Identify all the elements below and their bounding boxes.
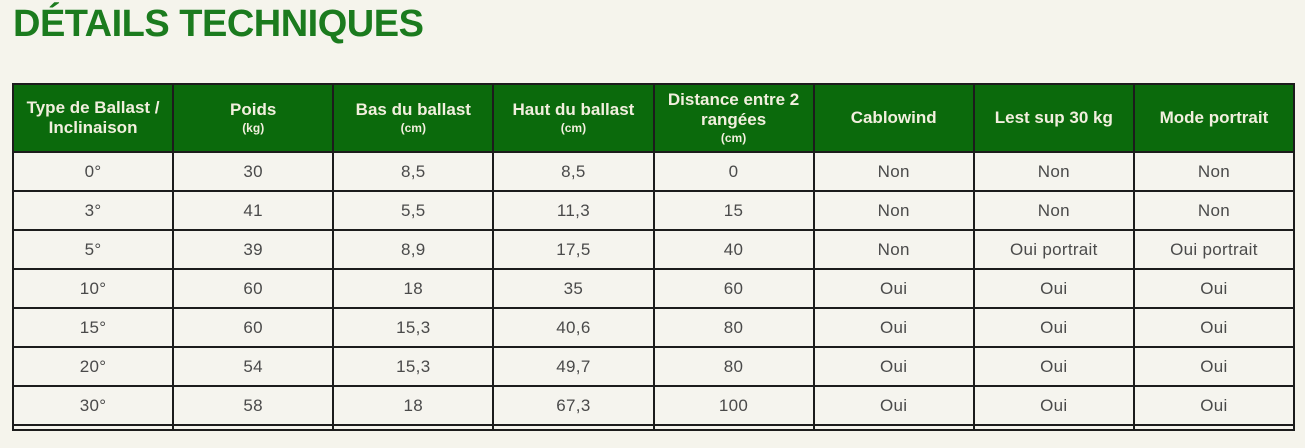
table-cell <box>972 424 1135 431</box>
table-cell: 30° <box>11 385 175 426</box>
column-header-4: Haut du ballast (cm) <box>492 83 655 153</box>
table-cell: 49,7 <box>492 346 655 387</box>
table-body: 0° 30 8,5 8,5 0 Non Non Non 3° 41 5,5 11,3 15 Non Non N… <box>11 151 1296 431</box>
table-row: 20° 54 15,3 49,7 80 Oui Oui Oui <box>11 346 1296 387</box>
column-header-label: Cablowind <box>850 107 937 127</box>
table-cell <box>812 424 975 431</box>
table-cell: Non <box>812 151 975 192</box>
column-header-label: Inclinaison <box>48 118 138 137</box>
table-cell: 60 <box>172 268 335 309</box>
column-header-label: Poids <box>230 100 277 120</box>
table-cell: Oui <box>1132 346 1296 387</box>
column-header-unit: (cm) <box>720 131 747 146</box>
table-cell <box>172 424 335 431</box>
table-cell: 100 <box>652 385 815 426</box>
column-header-label: rangées <box>700 110 767 130</box>
table-row: 30° 58 18 67,3 100 Oui Oui Oui <box>11 385 1296 426</box>
table-cell: 80 <box>652 307 815 348</box>
table-cell: Oui <box>972 385 1135 426</box>
table-cell: 40,6 <box>492 307 655 348</box>
table-row: 5° 39 8,9 17,5 40 Non Oui portrait Oui portrait <box>11 229 1296 270</box>
table-cell: Non <box>972 190 1135 231</box>
column-header-5: Distance entre 2 rangées (cm) <box>652 83 815 153</box>
table-cell: 35 <box>492 268 655 309</box>
table-cell <box>652 424 815 431</box>
table-header: Type de Ballast / Inclinaison Poids (kg) Bas… <box>11 83 1296 153</box>
table-row: 3° 41 5,5 11,3 15 Non Non Non <box>11 190 1296 231</box>
table-cell: 18 <box>332 385 495 426</box>
table-row: 0° 30 8,5 8,5 0 Non Non Non <box>11 151 1296 192</box>
table-cell: 0° <box>11 151 175 192</box>
table-cell: 8,5 <box>332 151 495 192</box>
table-cell: 15 <box>652 190 815 231</box>
column-header-7: Lest sup 30 kg <box>972 83 1135 153</box>
table-cell: Oui <box>972 307 1135 348</box>
table-row: 15° 60 15,3 40,6 80 Oui Oui Oui <box>11 307 1296 348</box>
table-cell: Oui <box>1132 268 1296 309</box>
column-header-label: Bas du ballast <box>355 100 471 120</box>
table-cell: 17,5 <box>492 229 655 270</box>
table-cell: Oui <box>812 268 975 309</box>
table-cell: 20° <box>11 346 175 387</box>
table-cell: Non <box>1132 190 1296 231</box>
table-cell: Oui <box>812 385 975 426</box>
table-cell: 30 <box>172 151 335 192</box>
table-cell: 15,3 <box>332 307 495 348</box>
table-cell: Oui <box>1132 385 1296 426</box>
table-cell: 15° <box>11 307 175 348</box>
table-row: 10° 60 18 35 60 Oui Oui Oui <box>11 268 1296 309</box>
table-cell <box>492 424 655 431</box>
table-cell: 18 <box>332 268 495 309</box>
table-cell: Non <box>1132 151 1296 192</box>
table-cell: 39 <box>172 229 335 270</box>
column-header-label: Mode portrait <box>1159 107 1269 127</box>
column-header-8: Mode portrait <box>1132 83 1296 153</box>
table-cell: 60 <box>652 268 815 309</box>
table-cell <box>332 424 495 431</box>
column-header-label: Lest sup 30 kg <box>994 107 1113 127</box>
table-cell: Non <box>812 229 975 270</box>
table-cell: Oui <box>812 307 975 348</box>
table-cell: 3° <box>11 190 175 231</box>
technical-details-table: Type de Ballast / Inclinaison Poids (kg) Bas… <box>11 83 1296 431</box>
column-header-3: Bas du ballast (cm) <box>332 83 495 153</box>
column-header-2: Poids (kg) <box>172 83 335 153</box>
table-cell: 54 <box>172 346 335 387</box>
table-cell: 80 <box>652 346 815 387</box>
column-header-1: Type de Ballast / Inclinaison <box>11 83 175 153</box>
table-cell: 41 <box>172 190 335 231</box>
table-cell: Non <box>812 190 975 231</box>
column-header-label: Distance entre 2 <box>667 90 800 110</box>
table-cell: Oui <box>1132 307 1296 348</box>
table-cell: 10° <box>11 268 175 309</box>
table-cell: 0 <box>652 151 815 192</box>
column-header-6: Cablowind <box>812 83 975 153</box>
table-cell: Oui portrait <box>972 229 1135 270</box>
partial-next-row <box>11 424 1296 431</box>
table-cell: 58 <box>172 385 335 426</box>
column-header-unit: (kg) <box>242 121 265 136</box>
table-cell: 60 <box>172 307 335 348</box>
column-header-unit: (cm) <box>400 121 426 136</box>
table-cell: 5° <box>11 229 175 270</box>
column-header-unit: (cm) <box>560 121 587 136</box>
table-header-row: Type de Ballast / Inclinaison Poids (kg) Bas… <box>11 83 1296 153</box>
table-cell: 8,5 <box>492 151 655 192</box>
table-cell: 5,5 <box>332 190 495 231</box>
table-cell: 11,3 <box>492 190 655 231</box>
table-cell: Oui <box>972 346 1135 387</box>
column-header-label: Haut du ballast <box>512 100 635 120</box>
table-cell <box>11 424 175 431</box>
table-cell: Non <box>972 151 1135 192</box>
table-cell: 67,3 <box>492 385 655 426</box>
table-cell: 15,3 <box>332 346 495 387</box>
table-cell <box>1132 424 1296 431</box>
page-title: DÉTAILS TECHNIQUES <box>13 3 424 45</box>
table-cell: Oui <box>812 346 975 387</box>
table-cell: 40 <box>652 229 815 270</box>
table-cell: Oui portrait <box>1132 229 1296 270</box>
table-cell: Oui <box>972 268 1135 309</box>
table-cell: 8,9 <box>332 229 495 270</box>
column-header-label: Type de Ballast / <box>26 97 160 117</box>
